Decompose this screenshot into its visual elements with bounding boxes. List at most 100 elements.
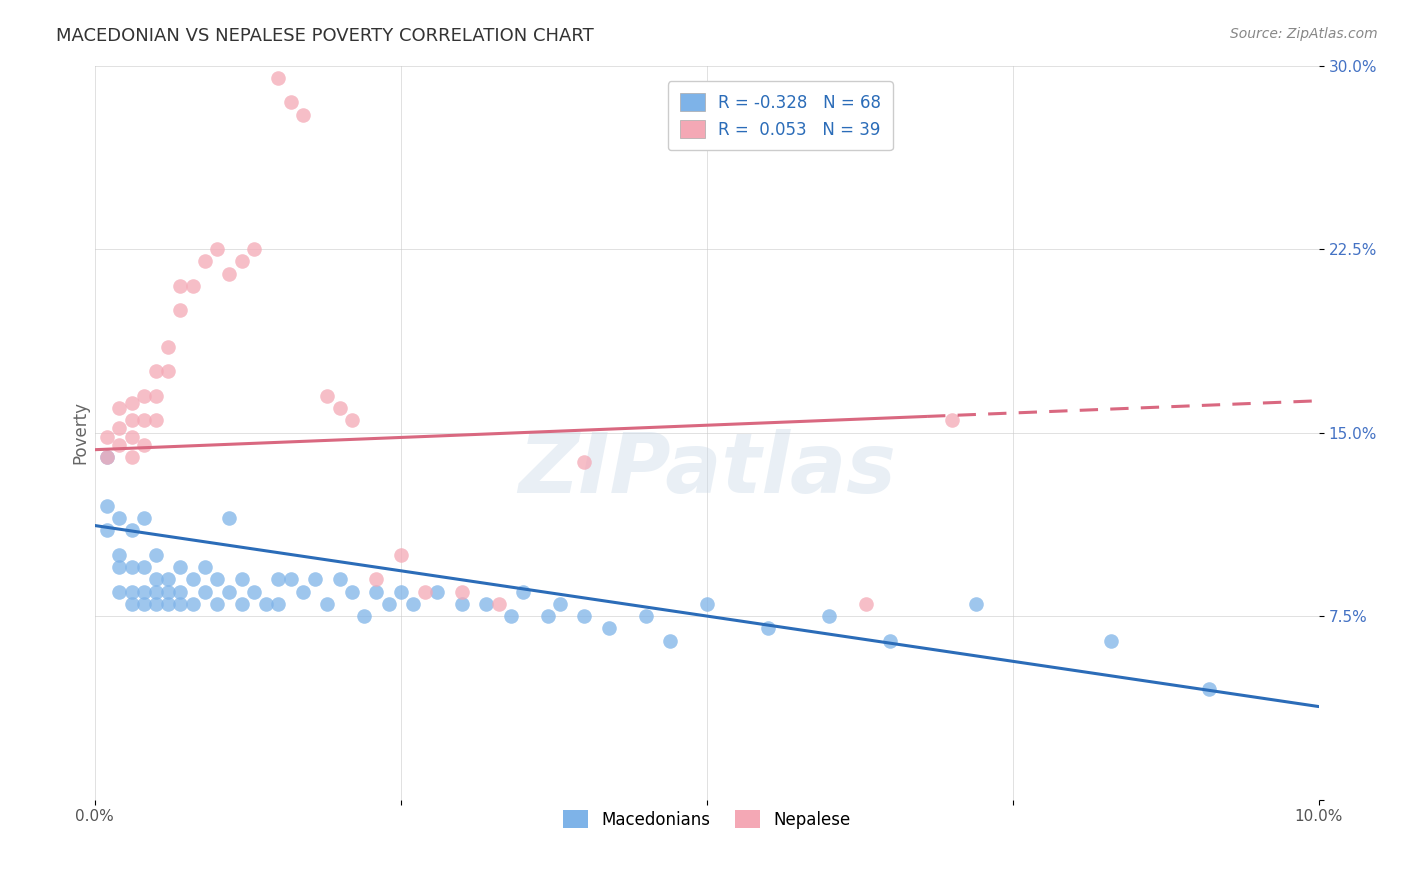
Point <box>855 597 877 611</box>
Point <box>121 430 143 444</box>
Point <box>598 621 620 635</box>
Point <box>132 389 155 403</box>
Point <box>291 584 314 599</box>
Point <box>353 609 375 624</box>
Point <box>389 548 412 562</box>
Point <box>451 584 474 599</box>
Point <box>169 278 191 293</box>
Point <box>218 511 240 525</box>
Text: Source: ZipAtlas.com: Source: ZipAtlas.com <box>1230 27 1378 41</box>
Point <box>366 572 388 586</box>
Point <box>659 633 682 648</box>
Point <box>548 597 571 611</box>
Point <box>132 597 155 611</box>
Point <box>194 254 217 268</box>
Point <box>181 597 204 611</box>
Point <box>291 107 314 121</box>
Point <box>231 254 253 268</box>
Point <box>121 450 143 464</box>
Point <box>108 401 131 416</box>
Point <box>169 597 191 611</box>
Point <box>132 560 155 574</box>
Point <box>634 609 657 624</box>
Point <box>108 438 131 452</box>
Point <box>157 597 180 611</box>
Point <box>389 584 412 599</box>
Point <box>194 584 217 599</box>
Point <box>145 389 167 403</box>
Point <box>280 572 302 586</box>
Point <box>574 609 596 624</box>
Point <box>169 584 191 599</box>
Point <box>157 364 180 378</box>
Point <box>231 597 253 611</box>
Point <box>145 413 167 427</box>
Point <box>696 597 718 611</box>
Point <box>108 584 131 599</box>
Point <box>499 609 522 624</box>
Point <box>267 572 290 586</box>
Point <box>132 511 155 525</box>
Point <box>169 303 191 318</box>
Point <box>329 572 352 586</box>
Point <box>132 584 155 599</box>
Point <box>96 499 118 513</box>
Point <box>280 95 302 110</box>
Point <box>157 572 180 586</box>
Point <box>121 560 143 574</box>
Legend: Macedonians, Nepalese: Macedonians, Nepalese <box>557 803 858 835</box>
Point <box>218 267 240 281</box>
Point <box>145 364 167 378</box>
Point <box>121 413 143 427</box>
Point <box>96 430 118 444</box>
Point <box>941 413 963 427</box>
Point <box>121 584 143 599</box>
Point <box>121 524 143 538</box>
Text: MACEDONIAN VS NEPALESE POVERTY CORRELATION CHART: MACEDONIAN VS NEPALESE POVERTY CORRELATI… <box>56 27 593 45</box>
Point <box>413 584 436 599</box>
Point <box>145 584 167 599</box>
Point <box>194 560 217 574</box>
Point <box>304 572 326 586</box>
Point <box>267 70 290 85</box>
Point <box>488 597 510 611</box>
Point <box>329 401 352 416</box>
Point <box>108 548 131 562</box>
Point <box>340 584 363 599</box>
Point <box>965 597 987 611</box>
Point <box>377 597 399 611</box>
Point <box>451 597 474 611</box>
Point <box>157 584 180 599</box>
Point <box>121 396 143 410</box>
Point <box>818 609 841 624</box>
Point <box>108 560 131 574</box>
Point <box>205 572 228 586</box>
Point <box>512 584 534 599</box>
Point <box>267 597 290 611</box>
Point <box>145 597 167 611</box>
Point <box>231 572 253 586</box>
Point <box>316 597 339 611</box>
Point <box>254 597 277 611</box>
Point <box>108 511 131 525</box>
Point <box>475 597 498 611</box>
Point <box>96 450 118 464</box>
Point <box>96 450 118 464</box>
Point <box>132 438 155 452</box>
Y-axis label: Poverty: Poverty <box>72 401 89 464</box>
Point <box>157 340 180 354</box>
Point <box>132 413 155 427</box>
Point <box>96 524 118 538</box>
Point <box>340 413 363 427</box>
Point <box>1099 633 1122 648</box>
Point <box>169 560 191 574</box>
Point <box>243 242 266 256</box>
Point <box>121 597 143 611</box>
Point <box>1198 682 1220 697</box>
Point <box>108 420 131 434</box>
Point <box>145 572 167 586</box>
Point <box>402 597 425 611</box>
Point <box>205 242 228 256</box>
Point <box>879 633 901 648</box>
Text: ZIPatlas: ZIPatlas <box>517 429 896 509</box>
